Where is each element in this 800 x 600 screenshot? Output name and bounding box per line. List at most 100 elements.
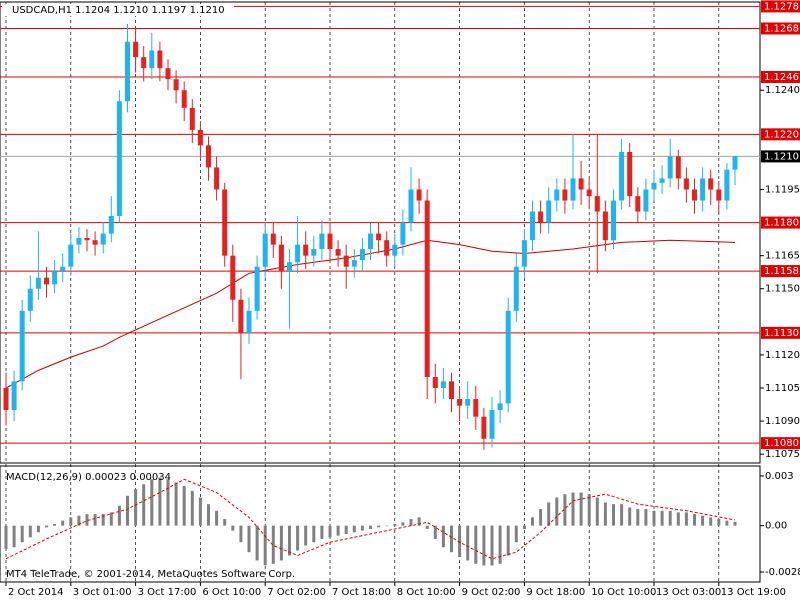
macd-bar bbox=[693, 514, 696, 526]
macd-bar bbox=[166, 479, 170, 526]
macd-bar bbox=[142, 484, 146, 526]
candle-body bbox=[708, 178, 714, 190]
y-tick-label: 0.003 bbox=[765, 471, 794, 482]
macd-bar bbox=[247, 525, 251, 553]
candle-body bbox=[11, 381, 17, 411]
macd-bar bbox=[207, 504, 210, 526]
candle-body bbox=[311, 249, 317, 256]
macd-bar bbox=[385, 525, 389, 527]
macd-bar bbox=[579, 492, 583, 526]
macd-bar bbox=[636, 509, 640, 526]
candle-body bbox=[546, 200, 552, 223]
candle-body bbox=[262, 233, 268, 267]
signal-line bbox=[5, 478, 736, 560]
macd-bar bbox=[644, 509, 648, 526]
candle-body bbox=[619, 151, 625, 201]
y-tick-label: 1.1165 bbox=[765, 251, 800, 262]
candle-body bbox=[424, 200, 430, 377]
candle-body bbox=[76, 238, 82, 245]
candle-body bbox=[683, 178, 689, 190]
macd-bar bbox=[255, 525, 259, 561]
macd-bar bbox=[490, 525, 494, 566]
macd-bar bbox=[263, 525, 267, 566]
macd-bar bbox=[701, 515, 705, 526]
macd-bar bbox=[409, 519, 413, 526]
candle-body bbox=[578, 178, 584, 190]
candle-body bbox=[254, 266, 260, 311]
candle-body bbox=[692, 189, 697, 201]
candle-body bbox=[635, 196, 641, 212]
candle-body bbox=[238, 299, 244, 333]
candle-body bbox=[116, 101, 122, 216]
macd-bar bbox=[620, 504, 624, 526]
level-label: 1.1220 bbox=[764, 129, 799, 140]
macd-bar bbox=[369, 525, 372, 529]
candle-body bbox=[68, 244, 74, 267]
level-label: 1.1130 bbox=[764, 328, 799, 339]
macd-bar bbox=[482, 525, 486, 566]
x-tick-label: 7 Oct 18:00 bbox=[332, 587, 391, 598]
macd-bar bbox=[296, 525, 300, 551]
macd-bar bbox=[522, 525, 526, 529]
macd-bar bbox=[628, 507, 632, 526]
level-label: 1.1158 bbox=[764, 266, 799, 277]
candle-body bbox=[206, 145, 211, 168]
macd-bar bbox=[158, 477, 162, 526]
level-label: 1.1080 bbox=[764, 438, 799, 449]
macd-bar bbox=[77, 515, 81, 526]
candle-body bbox=[554, 189, 560, 201]
level-label-box bbox=[761, 70, 800, 83]
macd-bar bbox=[4, 525, 8, 549]
candle-body bbox=[473, 399, 479, 417]
candle-body bbox=[505, 310, 511, 404]
candle-body bbox=[157, 50, 163, 69]
candle-body bbox=[60, 266, 66, 272]
candle-body bbox=[27, 288, 33, 311]
candle-body bbox=[449, 381, 454, 400]
candle-body bbox=[327, 233, 333, 250]
x-tick-label: 7 Oct 02:00 bbox=[267, 587, 326, 598]
macd-bar bbox=[304, 525, 308, 546]
macd-bar bbox=[12, 525, 16, 548]
y-tick-label: 1.1150 bbox=[765, 284, 800, 295]
macd-bar bbox=[312, 525, 316, 543]
candle-body bbox=[481, 416, 487, 439]
candle-body bbox=[408, 189, 414, 223]
macd-bar bbox=[539, 509, 543, 526]
price-panel bbox=[0, 1, 761, 464]
macd-bar bbox=[53, 524, 57, 526]
macd-bar bbox=[45, 525, 48, 528]
macd-bar bbox=[36, 525, 40, 533]
candle-body bbox=[562, 189, 568, 201]
candle-body bbox=[303, 244, 309, 256]
y-tick-label: -0.0028 bbox=[765, 567, 800, 578]
x-tick-label: 3 Oct 01:00 bbox=[73, 587, 132, 598]
candle-body bbox=[513, 266, 519, 311]
candle-body bbox=[230, 255, 236, 300]
candle-body bbox=[343, 255, 349, 267]
candle-body bbox=[675, 156, 681, 179]
indicator-title: MACD(12,26,9) 0.00023 0.00034 bbox=[6, 472, 171, 483]
candle-body bbox=[440, 381, 446, 389]
candle-body bbox=[3, 388, 9, 411]
candle-body bbox=[594, 196, 600, 212]
macd-bar bbox=[498, 525, 502, 564]
candle-body bbox=[384, 240, 390, 256]
candle-body bbox=[149, 50, 155, 69]
x-tick-label: 13 Oct 03:00 bbox=[656, 587, 721, 598]
candle-body bbox=[392, 244, 398, 256]
macd-bar bbox=[733, 521, 737, 526]
candle-body bbox=[651, 182, 657, 190]
macd-bar bbox=[215, 510, 219, 526]
candle-body bbox=[92, 240, 98, 245]
candle-body bbox=[246, 310, 252, 333]
macd-bar bbox=[417, 517, 421, 526]
candle-body bbox=[732, 156, 738, 170]
chart-title: USDCAD,H1 1.1204 1.1210 1.1197 1.1210 bbox=[12, 5, 225, 16]
candle-body bbox=[181, 90, 187, 108]
candle-body bbox=[44, 277, 49, 285]
y-tick-label: 1.1195 bbox=[765, 184, 800, 195]
level-label-box bbox=[761, 265, 800, 278]
candle-body bbox=[197, 129, 203, 146]
macd-bar bbox=[328, 525, 332, 538]
